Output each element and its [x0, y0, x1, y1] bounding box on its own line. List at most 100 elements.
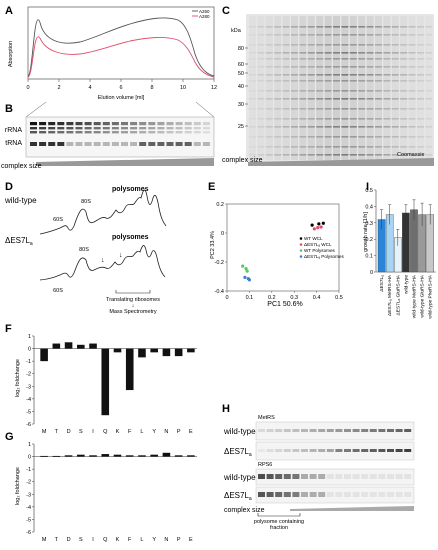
panel-c-band [391, 146, 399, 148]
panel-c-band [291, 74, 298, 76]
panel-b-rrna-band [30, 127, 37, 130]
panel-h-metrs-mut-band [344, 449, 351, 452]
panel-h-rps6-mut-band [369, 492, 377, 497]
panel-d-mut-profile [39, 245, 166, 281]
panel-b-trna-band [157, 142, 165, 146]
panel-b-rrna-band [66, 131, 74, 134]
panel-c-band [282, 90, 290, 92]
panel-e-legend-marker [299, 243, 303, 246]
panel-b-letter: B [5, 103, 13, 115]
panel-e-legend-marker [299, 255, 303, 258]
panel-c-lane [408, 16, 416, 160]
panel-g-ytick-label: 1 [28, 442, 31, 448]
panel-c-band [341, 98, 349, 100]
panel-c-band [282, 34, 290, 36]
panel-c-band [324, 52, 332, 54]
panel-e-frame [226, 203, 340, 292]
panel-i-category-label: ΔES7Lₐ [379, 275, 385, 292]
panel-h-metrs-mut-band [326, 449, 334, 452]
panel-h-rps6-wt-band [404, 474, 412, 479]
panel-c-band [299, 52, 307, 54]
panel-c-band [349, 66, 357, 68]
panel-c-lane [383, 16, 391, 160]
panel-c-lane [366, 16, 374, 160]
panel-c-band [366, 52, 374, 54]
panel-e-point [310, 223, 314, 227]
panel-c-band [383, 154, 391, 156]
panel-c-marker-label: 25 [238, 124, 244, 130]
panel-b-rrna-band [93, 127, 101, 130]
panel-b-rrna-band [75, 122, 83, 126]
panel-b-rrna-band [102, 131, 110, 134]
panel-c-band [291, 108, 298, 110]
panel-g-bar [113, 454, 122, 457]
panel-c-band [408, 26, 416, 28]
panel-e-ytick-label: 0.2 [216, 202, 224, 208]
panel-h-rps6-wt-band [361, 474, 369, 479]
panel-h-rps6-wt-band [395, 474, 403, 479]
panel-c-band [425, 74, 433, 76]
panel-c-band [324, 34, 332, 36]
panel-c-band [391, 26, 399, 28]
panel-b-rrna-band [175, 122, 183, 126]
panel-h-rps6-mut-band [404, 492, 412, 497]
panel-c-band [282, 44, 290, 46]
panel-h-rps6-mut-band [387, 492, 394, 497]
panel-c-band [291, 90, 298, 92]
panel-b-rrna-band [184, 127, 192, 130]
panel-b-size-wedge [36, 158, 214, 166]
panel-c-marker-label: 60 [238, 62, 244, 68]
panel-c-band [324, 80, 332, 82]
panel-c-band [307, 80, 315, 82]
panel-h-metrs-mut-band [335, 449, 343, 452]
panel-c-band [324, 26, 332, 28]
panel-e-ytick-label: 0 [221, 231, 224, 237]
panel-h-rps6-wt-band [301, 474, 308, 479]
panel-c-band [358, 44, 366, 46]
panel-f-bar [150, 348, 158, 353]
panel-c-band [358, 52, 366, 54]
panel-c-band [324, 66, 332, 68]
panel-b-rrna-band [84, 131, 92, 134]
panel-e-point [321, 221, 325, 225]
panel-c-band [366, 66, 374, 68]
panel-c-band [291, 44, 298, 46]
panel-a-trace-a280 [27, 36, 215, 78]
panel-c-band [249, 118, 256, 120]
panel-c-band [341, 58, 349, 60]
panel-e-ytick-label: -0.2 [215, 260, 224, 266]
panel-b-trna-band [66, 142, 74, 146]
panel-h-metrs-mut-band [387, 449, 394, 452]
panel-c-band [291, 146, 298, 148]
panel-c-band [425, 154, 433, 156]
panel-h-metrs-mut-band [404, 449, 412, 452]
panel-b-trna-band [166, 142, 174, 146]
panel-b-trna-band [148, 142, 156, 146]
panel-g-category-label: F [128, 537, 132, 543]
panel-c-band [341, 136, 349, 138]
panel-c-band [349, 118, 357, 120]
panel-c-band [274, 108, 282, 110]
panel-c-band [282, 26, 290, 28]
panel-h-rps6-mut-band [301, 492, 308, 497]
panel-i-category-label: wild-type MetRS-HA [412, 274, 418, 318]
panel-g-bar [52, 455, 61, 457]
panel-c-band [249, 34, 256, 36]
panel-c-lane [282, 16, 290, 160]
panel-b-trna-band [48, 142, 56, 146]
panel-d: D wild-type 60S 80S polysomes ΔES7La 60S… [4, 181, 167, 315]
panel-h: H MetRS RPS6 wild-type ΔES7La wild-type … [222, 403, 415, 531]
panel-c-band [299, 126, 307, 128]
panel-c-band [324, 74, 332, 76]
panel-c-band [425, 118, 433, 120]
panel-f-bar [89, 343, 97, 349]
panel-f: F log₂ foldchange 1 0 -1 -2 -3 -4 -5 -6 M T D S I Q K F… [5, 323, 197, 435]
panel-b-rrna-band [75, 131, 83, 134]
panel-c-band [383, 136, 391, 138]
panel-c-band [316, 126, 324, 128]
panel-c-band [375, 74, 382, 76]
panel-a-xtick-label: 6 [119, 85, 122, 91]
panel-c-band [375, 98, 382, 100]
panel-c-band [358, 34, 366, 36]
panel-c-band [408, 136, 416, 138]
